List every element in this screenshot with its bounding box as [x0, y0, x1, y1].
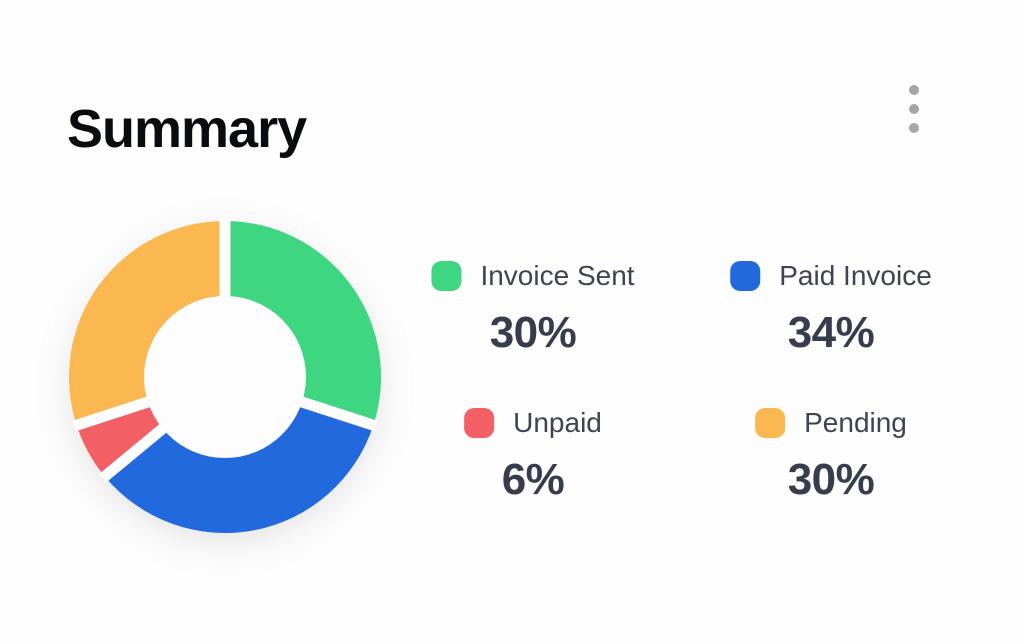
legend-label: Paid Invoice	[779, 260, 932, 291]
legend-head: Pending	[755, 408, 907, 438]
kebab-menu-icon	[909, 85, 919, 133]
legend-value: 34%	[787, 308, 875, 357]
donut-chart-svg	[69, 218, 381, 533]
kebab-dot	[909, 85, 919, 95]
kebab-dot	[909, 104, 919, 114]
legend-value: 30%	[489, 308, 577, 357]
legend-item-invoice-sent: Invoice Sent 30%	[431, 260, 635, 357]
legend-head: Unpaid	[464, 408, 602, 438]
more-options-button[interactable]	[901, 78, 927, 140]
legend-head: Invoice Sent	[431, 260, 635, 291]
legend-item-paid-invoice: Paid Invoice 34%	[730, 261, 932, 355]
legend-swatch-icon	[755, 408, 786, 438]
donut-hole	[144, 296, 306, 458]
legend-label: Pending	[804, 407, 907, 438]
legend-value: 30%	[787, 455, 875, 504]
legend-swatch-icon	[464, 408, 495, 438]
legend-label: Unpaid	[513, 407, 602, 438]
legend-label: Invoice Sent	[480, 260, 635, 291]
legend-swatch-icon	[730, 261, 761, 291]
legend-value: 6%	[501, 455, 565, 504]
legend-swatch-icon	[431, 261, 462, 291]
legend-item-pending: Pending 30%	[755, 408, 907, 502]
legend-head: Paid Invoice	[730, 261, 932, 291]
kebab-dot	[909, 123, 919, 133]
donut-chart	[63, 215, 387, 539]
page-title: Summary	[67, 99, 307, 160]
legend-item-unpaid: Unpaid 6%	[464, 408, 602, 502]
